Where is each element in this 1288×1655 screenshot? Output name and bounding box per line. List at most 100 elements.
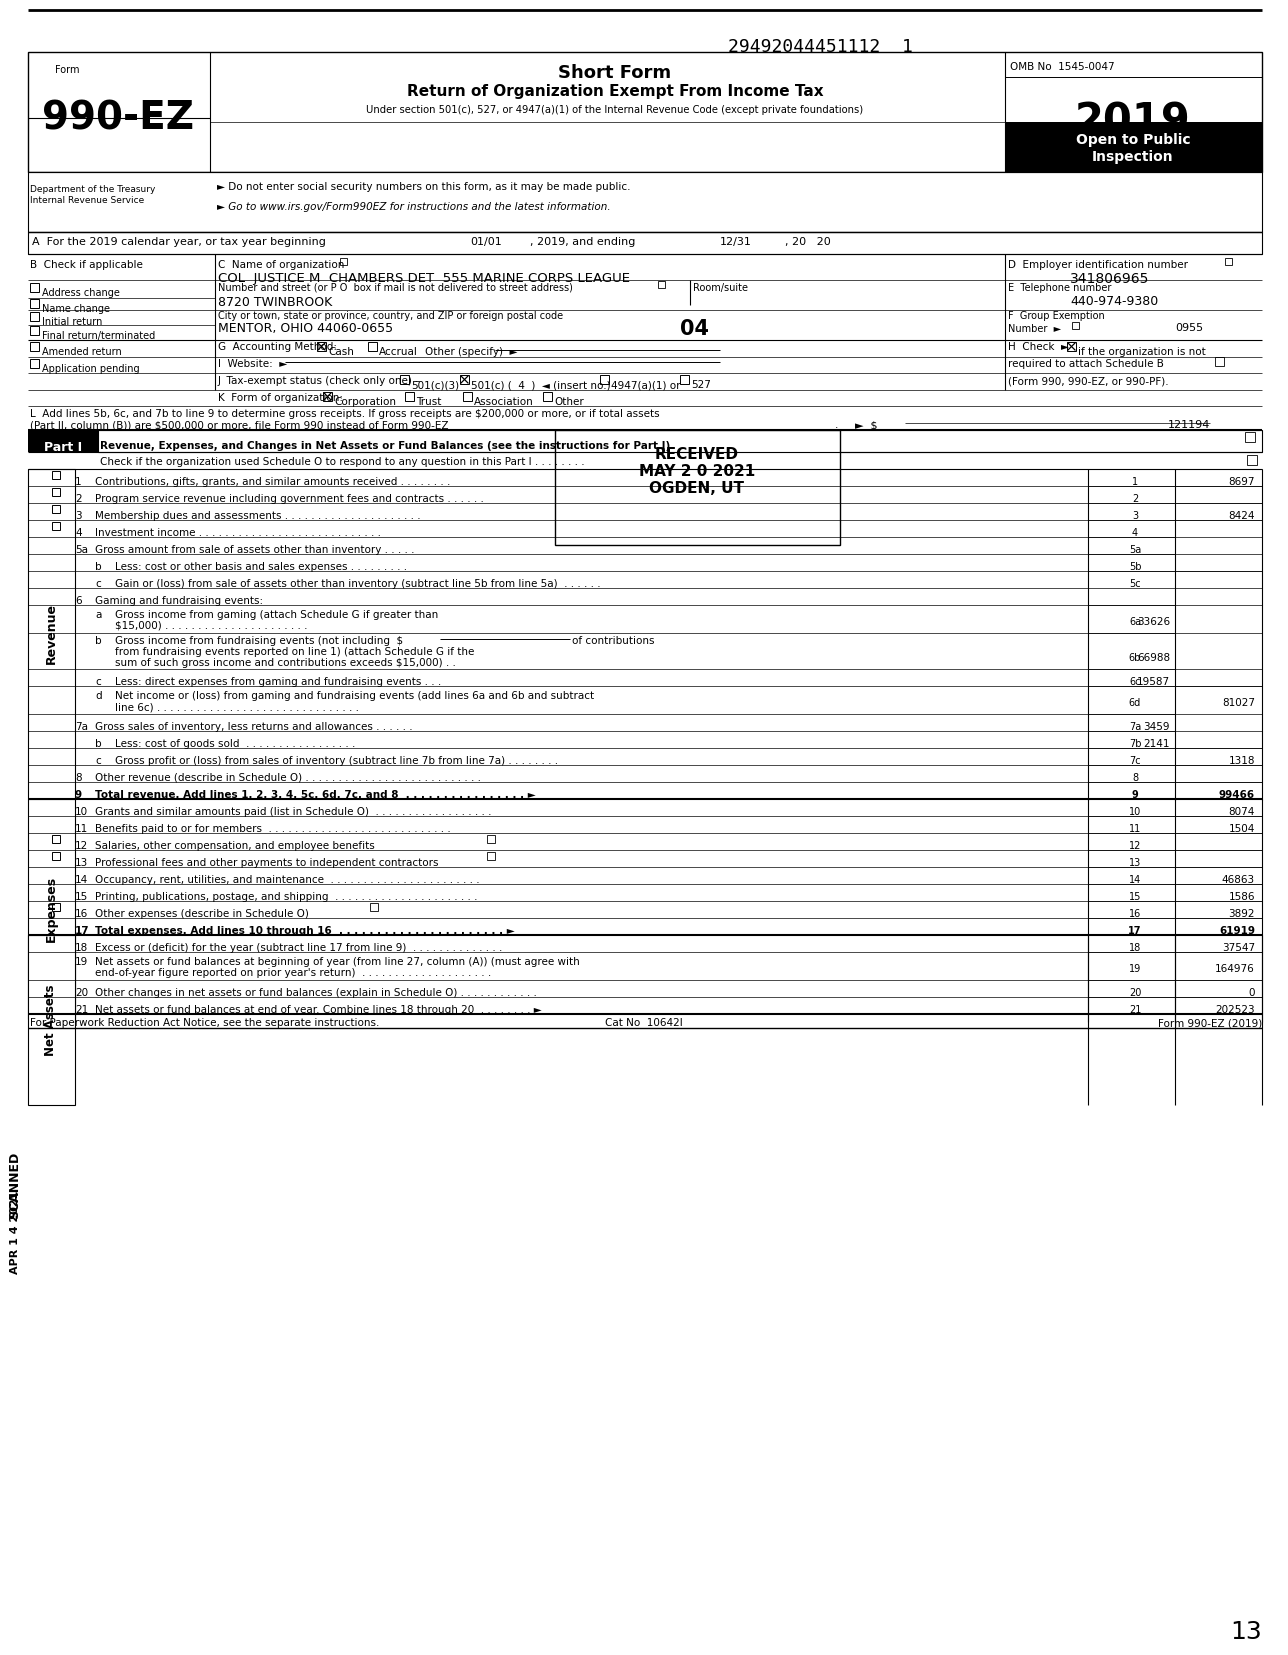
Text: ► Go to www.irs.gov/Form990EZ for instructions and the latest information.: ► Go to www.irs.gov/Form990EZ for instru…	[216, 202, 611, 212]
Text: L  Add lines 5b, 6c, and 7b to line 9 to determine gross receipts. If gross rece: L Add lines 5b, 6c, and 7b to line 9 to …	[30, 409, 659, 419]
Text: Other: Other	[554, 397, 583, 407]
Text: 3: 3	[75, 511, 81, 521]
Text: 341806965: 341806965	[1070, 271, 1149, 286]
Text: C  Name of organization: C Name of organization	[218, 260, 344, 270]
Text: 18: 18	[75, 943, 89, 953]
Text: ► Do not enter social security numbers on this form, as it may be made public.: ► Do not enter social security numbers o…	[216, 182, 631, 192]
Text: Gross profit or (loss) from sales of inventory (subtract line 7b from line 7a) .: Gross profit or (loss) from sales of inv…	[115, 756, 558, 766]
Text: 2019: 2019	[1075, 99, 1191, 142]
Bar	[323, 392, 332, 401]
Bar	[52, 852, 61, 861]
Text: 11: 11	[1128, 824, 1141, 834]
Text: 164976: 164976	[1216, 963, 1255, 975]
Text: 14: 14	[1128, 875, 1141, 885]
Text: Net income or (loss) from gaming and fundraising events (add lines 6a and 6b and: Net income or (loss) from gaming and fun…	[115, 692, 594, 702]
Bar	[28, 430, 98, 452]
Bar	[460, 376, 469, 384]
Text: Benefits paid to or for members  . . . . . . . . . . . . . . . . . . . . . . . .: Benefits paid to or for members . . . . …	[95, 824, 451, 834]
Text: APR 1 4 2021: APR 1 4 2021	[10, 1190, 21, 1274]
Text: 6d: 6d	[1128, 698, 1141, 708]
Text: c: c	[95, 579, 100, 589]
Text: end-of-year figure reported on prior year's return)  . . . . . . . . . . . . . .: end-of-year figure reported on prior yea…	[95, 968, 491, 978]
Bar	[52, 836, 61, 842]
Text: F  Group Exemption: F Group Exemption	[1009, 311, 1105, 321]
Text: 15: 15	[75, 892, 89, 902]
Bar	[28, 935, 75, 1106]
Text: 7a: 7a	[1128, 722, 1141, 732]
Text: sum of such gross income and contributions exceeds $15,000) . .: sum of such gross income and contributio…	[115, 659, 456, 669]
Text: 11: 11	[75, 824, 89, 834]
Text: a: a	[95, 611, 102, 621]
Bar	[52, 472, 61, 478]
Text: c: c	[95, 677, 100, 687]
Text: 8: 8	[75, 773, 81, 783]
Bar	[98, 430, 1262, 452]
Text: 16: 16	[1128, 909, 1141, 919]
Bar	[680, 376, 689, 384]
Text: , 20   20: , 20 20	[784, 237, 831, 247]
Text: Salaries, other compensation, and employee benefits: Salaries, other compensation, and employ…	[95, 841, 375, 851]
Text: Form: Form	[55, 65, 80, 74]
Text: 3: 3	[1132, 511, 1139, 521]
Text: 15: 15	[1128, 892, 1141, 902]
Text: Net assets or fund balances at end of year. Combine lines 18 through 20  . . . .: Net assets or fund balances at end of ye…	[95, 1005, 542, 1015]
Text: Inspection: Inspection	[1092, 151, 1173, 164]
Text: I  Website:  ►: I Website: ►	[218, 359, 287, 369]
Text: 501(c)(3): 501(c)(3)	[411, 381, 459, 391]
Bar	[1215, 357, 1224, 366]
Text: 2: 2	[1132, 493, 1139, 505]
Text: 8697: 8697	[1229, 477, 1255, 487]
Text: 5a: 5a	[75, 544, 88, 554]
Text: COL  JUSTICE M  CHAMBERS DET  555 MARINE CORPS LEAGUE: COL JUSTICE M CHAMBERS DET 555 MARINE CO…	[218, 271, 630, 285]
Text: Application pending: Application pending	[43, 364, 139, 374]
Text: Professional fees and other payments to independent contractors: Professional fees and other payments to …	[95, 857, 438, 867]
Text: 1318: 1318	[1229, 756, 1255, 766]
Text: 1504: 1504	[1229, 824, 1255, 834]
Text: Internal Revenue Service: Internal Revenue Service	[30, 195, 144, 205]
Text: c: c	[95, 756, 100, 766]
Text: 01/01: 01/01	[470, 237, 502, 247]
Text: 46863: 46863	[1222, 875, 1255, 885]
Text: Investment income . . . . . . . . . . . . . . . . . . . . . . . . . . . .: Investment income . . . . . . . . . . . …	[95, 528, 381, 538]
Text: Room/suite: Room/suite	[693, 283, 748, 293]
Text: 1: 1	[75, 477, 81, 487]
Text: 440-974-9380: 440-974-9380	[1070, 295, 1158, 308]
Text: Number and street (or P O  box if mail is not delivered to street address): Number and street (or P O box if mail is…	[218, 283, 573, 293]
Text: Net assets or fund balances at beginning of year (from line 27, column (A)) (mus: Net assets or fund balances at beginning…	[95, 957, 580, 967]
Text: Return of Organization Exempt From Income Tax: Return of Organization Exempt From Incom…	[407, 84, 823, 99]
Text: 81027: 81027	[1222, 698, 1255, 708]
Text: 9: 9	[1132, 789, 1139, 799]
Text: d: d	[95, 692, 102, 702]
Bar	[30, 313, 39, 321]
Bar	[1247, 455, 1257, 465]
Text: , 2019, and ending: , 2019, and ending	[529, 237, 635, 247]
Text: 7b: 7b	[1128, 740, 1141, 750]
Bar	[487, 852, 495, 861]
Text: b: b	[95, 636, 102, 645]
Bar	[30, 326, 39, 334]
Text: Gross amount from sale of assets other than inventory . . . . .: Gross amount from sale of assets other t…	[95, 544, 415, 554]
Text: 17: 17	[75, 927, 90, 937]
Bar	[52, 521, 61, 530]
Bar	[544, 392, 553, 401]
Text: E  Telephone number: E Telephone number	[1009, 283, 1112, 293]
Bar	[1005, 122, 1262, 172]
Bar	[462, 392, 471, 401]
Text: Corporation: Corporation	[334, 397, 395, 407]
Text: 9: 9	[75, 789, 82, 799]
Text: 19: 19	[1128, 963, 1141, 975]
Text: 6c: 6c	[1130, 677, 1141, 687]
Text: Total revenue. Add lines 1, 2, 3, 4, 5c, 6d, 7c, and 8  . . . . . . . . . . . . : Total revenue. Add lines 1, 2, 3, 4, 5c,…	[95, 789, 536, 799]
Text: H  Check  ►: H Check ►	[1009, 343, 1069, 353]
Text: 7a: 7a	[75, 722, 88, 732]
Text: 4: 4	[1132, 528, 1139, 538]
Text: Under section 501(c), 527, or 4947(a)(1) of the Internal Revenue Code (except pr: Under section 501(c), 527, or 4947(a)(1)…	[367, 104, 863, 114]
Bar	[1072, 323, 1079, 329]
Text: Expenses: Expenses	[45, 875, 58, 942]
Text: Total expenses. Add lines 10 through 16  . . . . . . . . . . . . . . . . . . . .: Total expenses. Add lines 10 through 16 …	[95, 927, 515, 937]
Bar	[368, 343, 377, 351]
Text: 121194: 121194	[1168, 420, 1209, 430]
Text: Excess or (deficit) for the year (subtract line 17 from line 9)  . . . . . . . .: Excess or (deficit) for the year (subtra…	[95, 943, 502, 953]
Text: 6b: 6b	[1128, 654, 1141, 664]
Text: Less: direct expenses from gaming and fundraising events . . .: Less: direct expenses from gaming and fu…	[115, 677, 442, 687]
